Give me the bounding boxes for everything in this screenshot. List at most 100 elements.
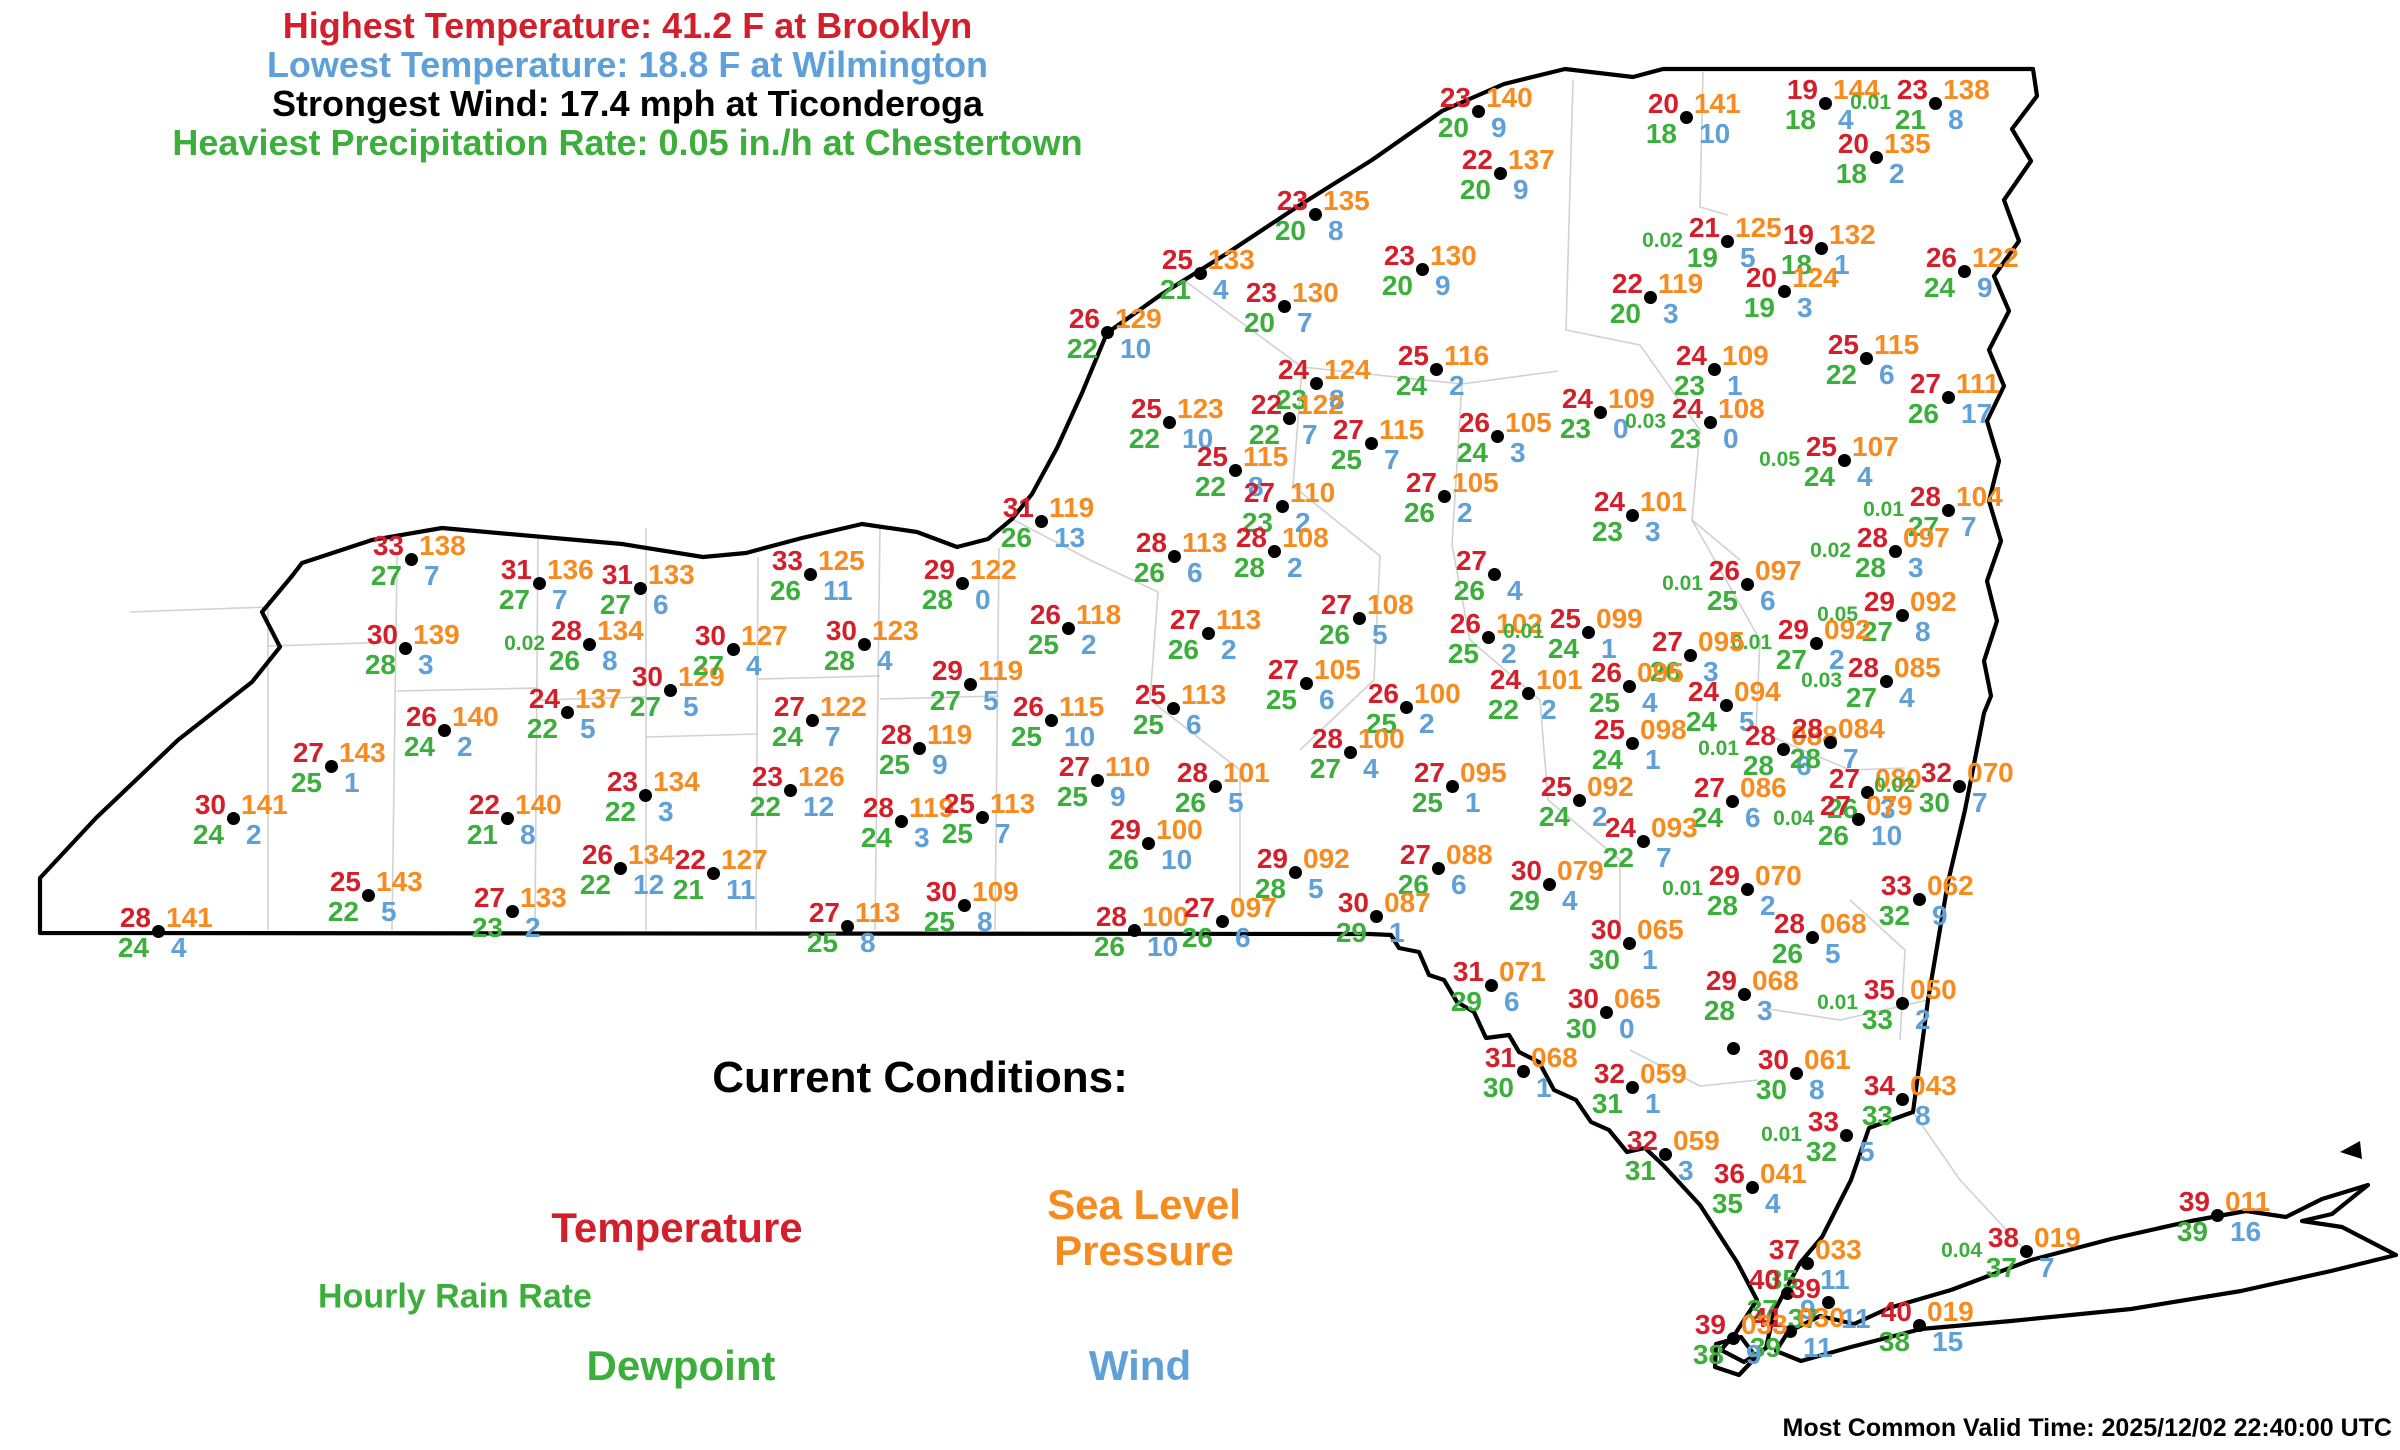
station-wind: 6 xyxy=(1187,557,1203,588)
station-dewpoint: 25 xyxy=(941,818,973,849)
station-dot xyxy=(1818,96,1832,110)
station-wind: 2 xyxy=(1287,552,1303,583)
station-wind: 3 xyxy=(1703,656,1719,687)
station-wind: 5 xyxy=(381,896,397,927)
station-temperature: 29 xyxy=(923,554,955,585)
station-pressure: 144 xyxy=(1833,74,1880,105)
station-dewpoint: 24 xyxy=(771,721,803,752)
station-dot xyxy=(1851,812,1865,826)
station-wind: 6 xyxy=(1319,684,1335,715)
station-temperature: 23 xyxy=(606,766,638,797)
station-temperature: 25 xyxy=(1134,679,1166,710)
station-pressure: 130 xyxy=(1430,240,1477,271)
station-dewpoint: 31 xyxy=(1624,1155,1656,1186)
station-pressure: 137 xyxy=(1508,144,1555,175)
station-wind: 9 xyxy=(1513,174,1529,205)
station-dot xyxy=(1415,262,1429,276)
station-dewpoint: 22 xyxy=(1825,359,1857,390)
station-temperature: 28 xyxy=(1791,713,1823,744)
station-wind: 4 xyxy=(171,932,187,963)
station-wind: 6 xyxy=(1451,869,1467,900)
lowest-temperature-line: Lowest Temperature: 18.8 F at Wilmington xyxy=(266,44,989,85)
station-dewpoint: 24 xyxy=(1547,633,1579,664)
station-dot xyxy=(975,810,989,824)
station-dewpoint: 35 xyxy=(1711,1188,1743,1219)
station-temperature: 26 xyxy=(1925,242,1957,273)
station-dewpoint: 24 xyxy=(860,822,892,853)
legend-title: Current Conditions: xyxy=(712,1053,1128,1102)
station-dewpoint: 27 xyxy=(929,685,961,716)
highest-temperature-line: Highest Temperature: 41.2 F at Brooklyn xyxy=(282,5,973,46)
station-wind: 2 xyxy=(1419,708,1435,739)
station-dewpoint: 24 xyxy=(192,819,224,850)
station-pressure: 133 xyxy=(1208,244,1255,275)
station-wind: 7 xyxy=(2039,1252,2055,1283)
station-wind: 4 xyxy=(1765,1188,1781,1219)
legend-sea-level-pressure: Sea Level Pressure xyxy=(1047,1182,1241,1274)
station-temperature: 25 xyxy=(1130,393,1162,424)
station-pressure: 097 xyxy=(1230,892,1277,923)
station-wind: 15 xyxy=(1932,1326,1964,1357)
station-temperature: 30 xyxy=(1757,1044,1789,1075)
station-dewpoint: 29 xyxy=(1450,986,1482,1017)
station-temperature: 27 xyxy=(808,897,840,928)
station-dewpoint: 24 xyxy=(1591,744,1623,775)
station-wind: 7 xyxy=(424,560,440,591)
station-temperature: 27 xyxy=(1399,839,1431,870)
station-dot xyxy=(1141,836,1155,850)
station-pressure: 123 xyxy=(1177,393,1224,424)
station-rain-rate: 0.01 xyxy=(1662,572,1703,595)
station-temperature: 27 xyxy=(1332,414,1364,445)
station-dot xyxy=(1267,544,1281,558)
station-wind: 4 xyxy=(1363,753,1379,784)
station-temperature: 24 xyxy=(1489,664,1521,695)
station-pressure: 050 xyxy=(1910,974,1957,1005)
station-dot xyxy=(1821,1295,1835,1309)
station-pressure: 065 xyxy=(1637,914,1684,945)
station-pressure: 068 xyxy=(1752,965,1799,996)
station-dot xyxy=(226,811,240,825)
station-wind: 7 xyxy=(1384,444,1400,475)
station-dot xyxy=(1859,351,1873,365)
station-temperature: 37 xyxy=(1768,1234,1800,1265)
station-wind: 3 xyxy=(1678,1155,1694,1186)
station-rain-rate: 0.01 xyxy=(1850,91,1891,114)
station-pressure: 134 xyxy=(597,615,644,646)
station-wind: 11 xyxy=(1820,1264,1850,1295)
station-dewpoint: 26 xyxy=(1000,522,1032,553)
station-dewpoint: 30 xyxy=(1755,1074,1787,1105)
summary-header: Highest Temperature: 41.2 F at Brooklyn … xyxy=(0,6,1255,162)
station-pressure: 080 xyxy=(1875,763,1922,794)
station-dewpoint: 20 xyxy=(1437,112,1469,143)
station-dot xyxy=(560,705,574,719)
station-pressure: 101 xyxy=(1640,486,1687,517)
station-temperature: 29 xyxy=(1109,814,1141,845)
station-temperature: 40 xyxy=(1880,1296,1912,1327)
station-dot xyxy=(1308,207,1322,221)
station-dot xyxy=(1127,923,1141,937)
station-dot xyxy=(1720,234,1734,248)
station-temperature: 19 xyxy=(1782,219,1814,250)
station-dewpoint: 24 xyxy=(1923,272,1955,303)
station-dot xyxy=(726,642,740,656)
station-dot xyxy=(1703,415,1717,429)
legend-hourly-rain-rate: Hourly Rain Rate xyxy=(318,1277,592,1316)
station-dewpoint: 28 xyxy=(1254,873,1286,904)
station-dewpoint: 22 xyxy=(1194,471,1226,502)
station-dot xyxy=(1912,1318,1926,1332)
station-dewpoint: 20 xyxy=(1381,270,1413,301)
station-pressure: 102 xyxy=(1496,608,1543,639)
station-rain-rate: 0.01 xyxy=(1731,631,1772,654)
station-temperature: 30 xyxy=(1567,983,1599,1014)
station-wind: 7 xyxy=(995,818,1011,849)
station-wind: 10 xyxy=(1182,423,1214,454)
station-dewpoint: 23 xyxy=(1591,516,1623,547)
legend-sea-level-line2: Pressure xyxy=(1054,1227,1234,1274)
station-dewpoint: 26 xyxy=(1167,634,1199,665)
station-dot xyxy=(2210,1208,2224,1222)
station-wind: 3 xyxy=(1908,552,1924,583)
station-temperature: 26 xyxy=(405,701,437,732)
station-dot xyxy=(1542,877,1556,891)
station-dot xyxy=(1572,793,1586,807)
station-wind: 8 xyxy=(1809,1074,1825,1105)
